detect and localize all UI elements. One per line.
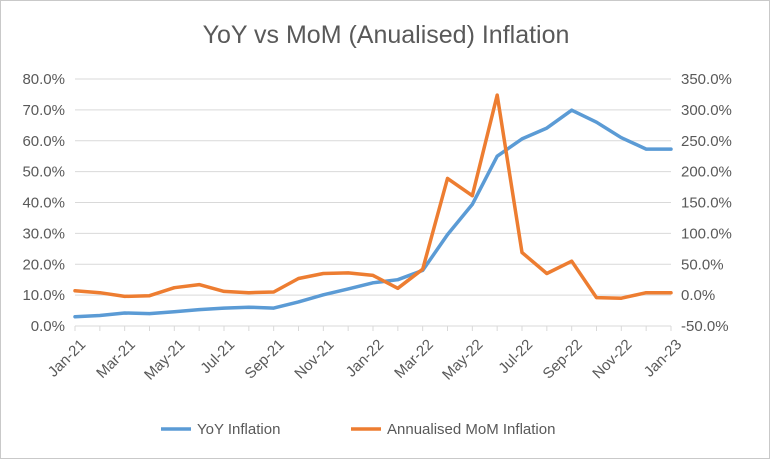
data-point-series-2: [495, 93, 499, 97]
data-point-series-1: [371, 281, 375, 285]
data-point-series-2: [396, 286, 400, 290]
data-point-series-1: [222, 306, 226, 310]
x-tick-label: Mar-21: [93, 336, 139, 382]
left-y-tick-label: 10.0%: [22, 287, 65, 304]
right-y-tick-label: -50.0%: [681, 318, 729, 335]
data-point-series-2: [619, 296, 623, 300]
right-y-tick-label: 50.0%: [681, 256, 724, 273]
data-point-series-2: [545, 272, 549, 276]
data-point-series-1: [297, 300, 300, 304]
data-point-series-1: [123, 311, 127, 315]
data-point-series-1: [570, 108, 574, 112]
data-point-series-2: [346, 271, 350, 275]
data-point-series-1: [247, 305, 251, 309]
left-y-tick-label: 40.0%: [22, 195, 65, 212]
data-point-series-2: [272, 290, 276, 294]
data-point-series-2: [247, 291, 251, 295]
x-tick-label: Jan-21: [45, 336, 89, 380]
right-y-tick-label: 150.0%: [681, 195, 732, 212]
data-point-series-2: [123, 294, 127, 298]
data-point-series-1: [470, 202, 474, 206]
data-point-series-1: [520, 137, 524, 141]
right-y-tick-label: 250.0%: [681, 133, 732, 150]
data-point-series-1: [619, 136, 623, 140]
x-tick-label: Nov-21: [291, 336, 337, 382]
x-tick-label: Nov-22: [589, 336, 635, 382]
left-y-tick-label: 30.0%: [22, 225, 65, 242]
data-point-series-2: [446, 176, 449, 180]
x-tick-label: May-21: [141, 336, 188, 383]
data-point-series-2: [669, 291, 673, 295]
data-point-series-1: [321, 293, 325, 297]
data-point-series-2: [197, 283, 201, 287]
data-point-series-2: [73, 289, 77, 293]
legend-label: Annualised MoM Inflation: [387, 421, 555, 438]
x-tick-label: Jan-23: [641, 336, 685, 380]
left-y-tick-label: 80.0%: [22, 71, 65, 88]
left-y-tick-label: 50.0%: [22, 164, 65, 181]
x-tick-label: Jul-22: [495, 336, 536, 377]
data-point-series-1: [346, 287, 350, 291]
left-y-tick-label: 0.0%: [31, 318, 65, 335]
data-point-series-1: [644, 147, 648, 151]
right-y-tick-label: 100.0%: [681, 225, 732, 242]
data-point-series-1: [396, 278, 400, 282]
x-tick-label: Sep-22: [540, 336, 586, 382]
axis-layer: 0.0% -50.0% 10.0% 0.0% 20.0% 50.0% 30.0% 100.0%…: [22, 71, 731, 384]
data-point-series-2: [98, 291, 102, 295]
x-tick-label: May-22: [439, 336, 486, 383]
data-point-series-1: [595, 120, 598, 124]
data-point-series-2: [297, 276, 300, 280]
left-y-tick-label: 60.0%: [22, 133, 65, 150]
x-tick-label: Sep-21: [242, 336, 288, 382]
data-point-series-1: [545, 126, 549, 130]
data-point-series-2: [644, 291, 648, 295]
x-tick-label: Mar-22: [391, 336, 437, 382]
left-y-tick-label: 70.0%: [22, 102, 65, 119]
data-point-series-2: [172, 286, 176, 290]
data-point-series-1: [73, 315, 77, 319]
data-point-series-1: [98, 314, 102, 318]
data-point-series-2: [421, 267, 425, 271]
data-point-series-2: [222, 289, 226, 293]
x-tick-label: Jan-22: [343, 336, 387, 380]
data-point-series-2: [371, 273, 375, 277]
data-point-series-1: [272, 306, 276, 310]
data-point-series-2: [470, 194, 474, 198]
data-point-series-1: [495, 154, 499, 158]
grid-layer: [75, 78, 671, 327]
data-point-series-2: [595, 296, 598, 300]
data-point-series-1: [148, 312, 151, 316]
data-point-series-2: [321, 272, 325, 276]
data-point-series-2: [148, 294, 151, 298]
data-point-series-2: [570, 259, 574, 263]
data-point-series-1: [197, 308, 201, 312]
series-line-2: [73, 93, 673, 300]
legend: YoY Inflation Annualised MoM Inflation: [161, 421, 555, 438]
chart-title: YoY vs MoM (Anualised) Inflation: [203, 21, 570, 49]
legend-label: YoY Inflation: [197, 421, 280, 438]
left-y-tick-label: 20.0%: [22, 256, 65, 273]
right-y-tick-label: 300.0%: [681, 102, 732, 119]
series-layer: [73, 93, 673, 319]
data-point-series-2: [520, 251, 524, 255]
data-point-series-1: [669, 147, 673, 151]
x-tick-label: Jul-21: [197, 336, 238, 377]
right-y-tick-label: 0.0%: [681, 287, 715, 304]
right-y-tick-label: 200.0%: [681, 164, 732, 181]
data-point-series-1: [446, 233, 449, 237]
right-y-tick-label: 350.0%: [681, 71, 732, 88]
data-point-series-1: [172, 310, 176, 314]
